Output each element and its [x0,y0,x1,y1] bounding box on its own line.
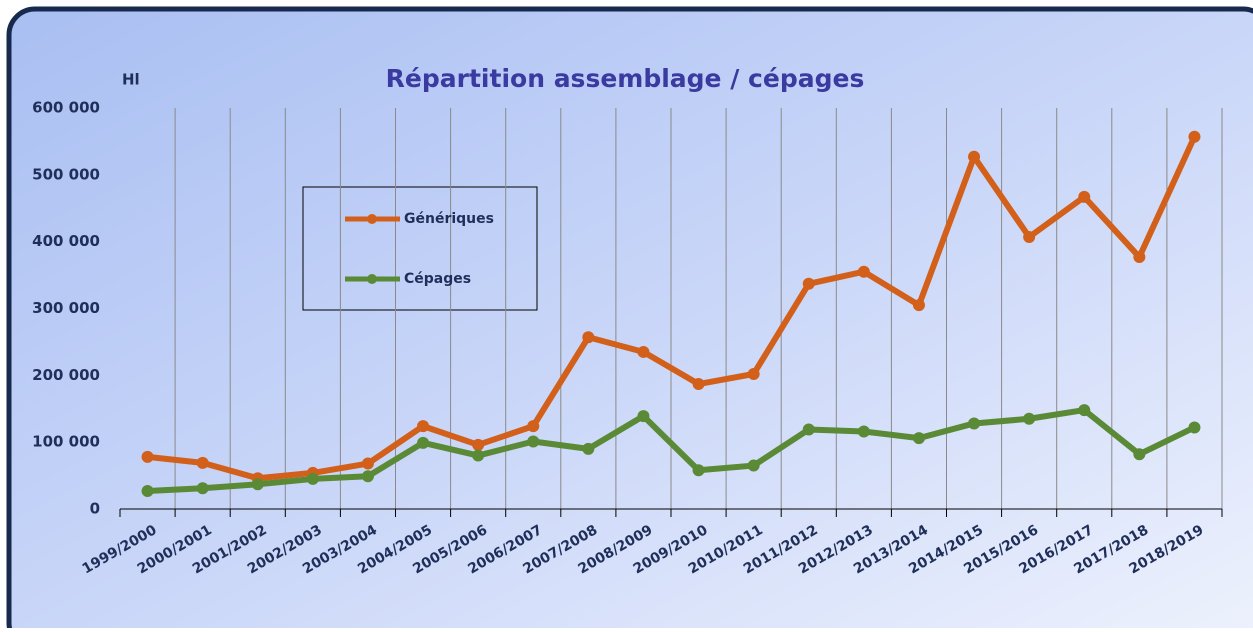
data-point [637,345,650,358]
data-point [692,464,705,477]
y-tick-label: 200 000 [32,366,100,384]
data-point [1023,412,1036,425]
data-point [417,420,430,433]
data-point [306,472,319,485]
data-point [417,436,430,449]
data-point [802,423,815,436]
y-tick-label: 600 000 [32,99,100,117]
data-point [968,417,981,430]
data-point [582,331,595,344]
legend-label: Cépages [404,271,471,287]
data-point [637,410,650,423]
series-line [147,135,1198,482]
data-point [251,478,264,491]
data-point [141,484,154,497]
legend-marker [367,274,377,284]
data-point [747,367,760,380]
y-tick-label: 100 000 [32,433,100,451]
data-point [968,150,981,163]
data-point [912,299,925,312]
data-point [1133,448,1146,461]
data-point [1133,251,1146,264]
data-point [141,450,154,463]
data-point [196,482,209,495]
data-point [196,456,209,469]
y-tick-label: 0 [90,500,100,518]
data-point [361,457,374,470]
legend-marker [367,214,377,224]
y-tick-label: 500 000 [32,165,100,183]
data-point [1188,421,1201,434]
data-point [472,438,485,451]
data-point [1078,190,1091,203]
data-point [912,432,925,445]
data-point [582,442,595,455]
data-point [802,277,815,290]
data-point [1188,130,1201,143]
y-tick-label: 400 000 [32,232,100,250]
series-line [147,407,1196,494]
data-point [361,470,374,483]
data-point [857,265,870,278]
y-tick-label: 300 000 [32,299,100,317]
legend-label: Génériques [404,211,494,227]
data-point [527,435,540,448]
chart-title: Répartition assemblage / cépages [386,64,865,93]
data-point [692,378,705,391]
data-point [1023,230,1036,243]
legend-box [302,186,538,311]
y-axis-label: Hl [122,71,140,89]
data-point [857,425,870,438]
data-point [1078,404,1091,417]
legend [302,186,538,311]
data-point [527,420,540,433]
data-point [472,449,485,462]
data-point [747,459,760,472]
